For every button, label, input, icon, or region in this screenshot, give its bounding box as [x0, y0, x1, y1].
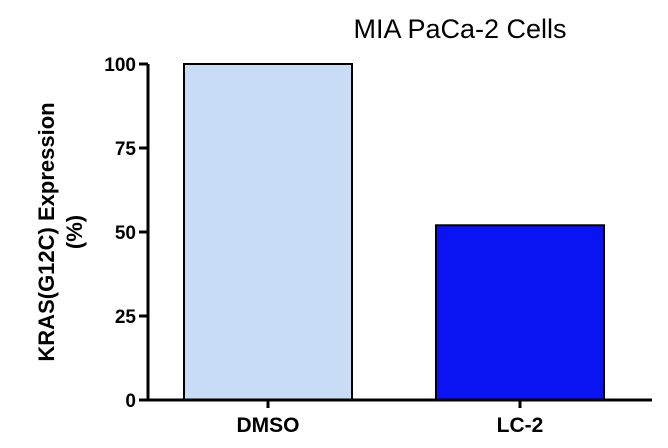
y-tick-label: 50: [115, 223, 136, 244]
y-tick-label: 75: [115, 139, 137, 160]
y-axis-label-line1: KRAS(G12C) Expression: [34, 102, 59, 361]
y-tick-label: 0: [125, 391, 136, 412]
y-axis-label-line2: (%): [62, 215, 87, 249]
x-category-label: DMSO: [237, 414, 300, 437]
chart-title: MIA PaCa-2 Cells: [353, 14, 566, 44]
y-tick-label: 25: [115, 307, 137, 328]
x-categories-group: DMSO LC-2: [237, 400, 544, 437]
x-category-label: LC-2: [497, 414, 544, 437]
bar-lc-2: [435, 224, 605, 401]
bars-group: [183, 63, 605, 401]
bar-dmso: [183, 63, 353, 401]
y-ticks-group: 0 25 50 75 100: [104, 55, 148, 412]
y-tick-label: 100: [104, 55, 136, 76]
